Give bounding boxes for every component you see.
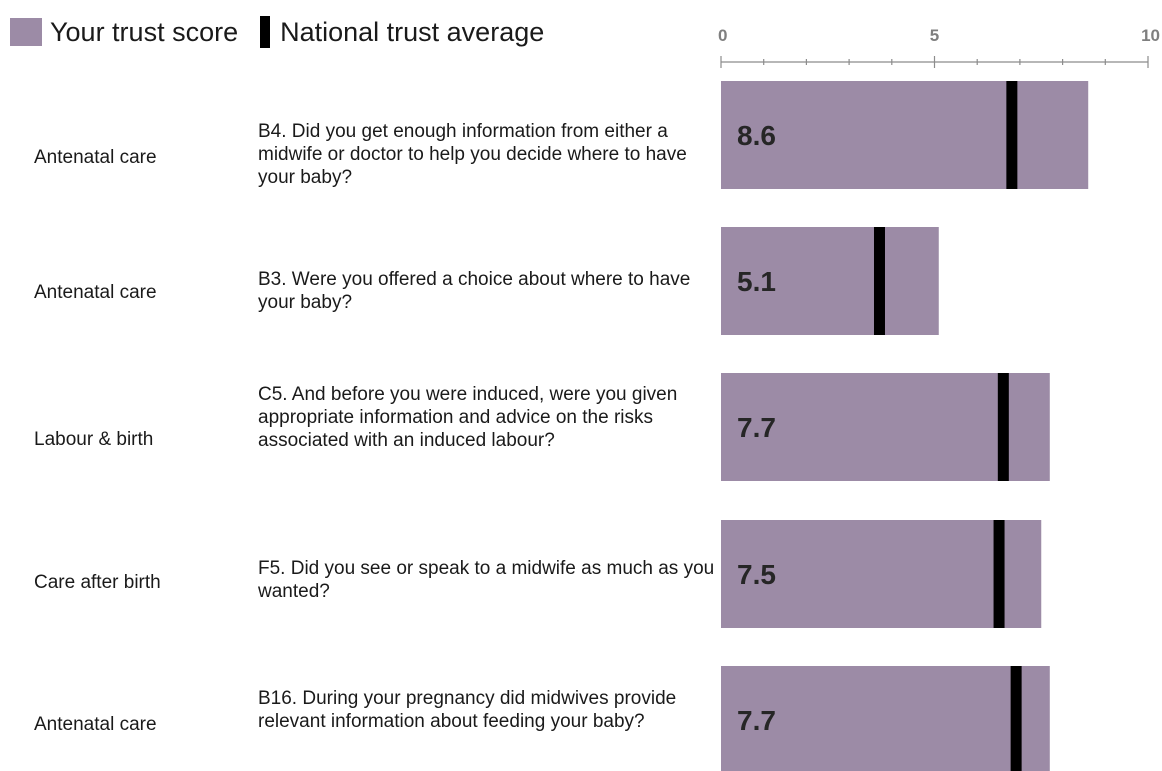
x-tick-label: 5 (930, 26, 939, 45)
row-category: Antenatal care (34, 282, 157, 303)
score-value-label: 8.6 (737, 120, 776, 151)
legend: Your trust score National trust average (10, 14, 566, 50)
legend-label-average: National trust average (280, 16, 545, 47)
score-value-label: 7.7 (737, 705, 776, 736)
row-question: B4. Did you get enough information from … (258, 121, 687, 188)
score-value-label: 7.5 (737, 559, 776, 590)
row-category: Antenatal care (34, 147, 157, 168)
row-question: B16. During your pregnancy did midwives … (258, 688, 677, 732)
row-category: Antenatal care (34, 714, 157, 735)
score-bar (721, 81, 1089, 189)
legend-swatch-average (260, 16, 271, 48)
x-tick-label: 10 (1141, 26, 1160, 45)
row-category: Care after birth (34, 572, 161, 593)
row-question: B3. Were you offered a choice about wher… (258, 269, 691, 313)
score-bar (721, 373, 1050, 481)
national-average-marker (873, 227, 885, 335)
score-bar (721, 520, 1042, 628)
score-value-label: 5.1 (737, 266, 776, 297)
national-average-marker (1006, 81, 1018, 189)
national-average-marker (1010, 666, 1022, 771)
row-category: Labour & birth (34, 429, 154, 450)
national-average-marker (993, 520, 1005, 628)
row-question: C5. And before you were induced, were yo… (258, 384, 678, 451)
score-value-label: 7.7 (737, 412, 776, 443)
legend-item-score: Your trust score (10, 17, 238, 48)
x-tick-label: 0 (718, 26, 727, 45)
legend-item-average: National trust average (260, 16, 544, 48)
row-question: F5. Did you see or speak to a midwife as… (258, 558, 715, 602)
national-average-marker (997, 373, 1009, 481)
legend-swatch-score (10, 18, 42, 46)
score-bar (721, 666, 1050, 771)
score-bar (721, 227, 939, 335)
legend-label-score: Your trust score (50, 16, 239, 47)
